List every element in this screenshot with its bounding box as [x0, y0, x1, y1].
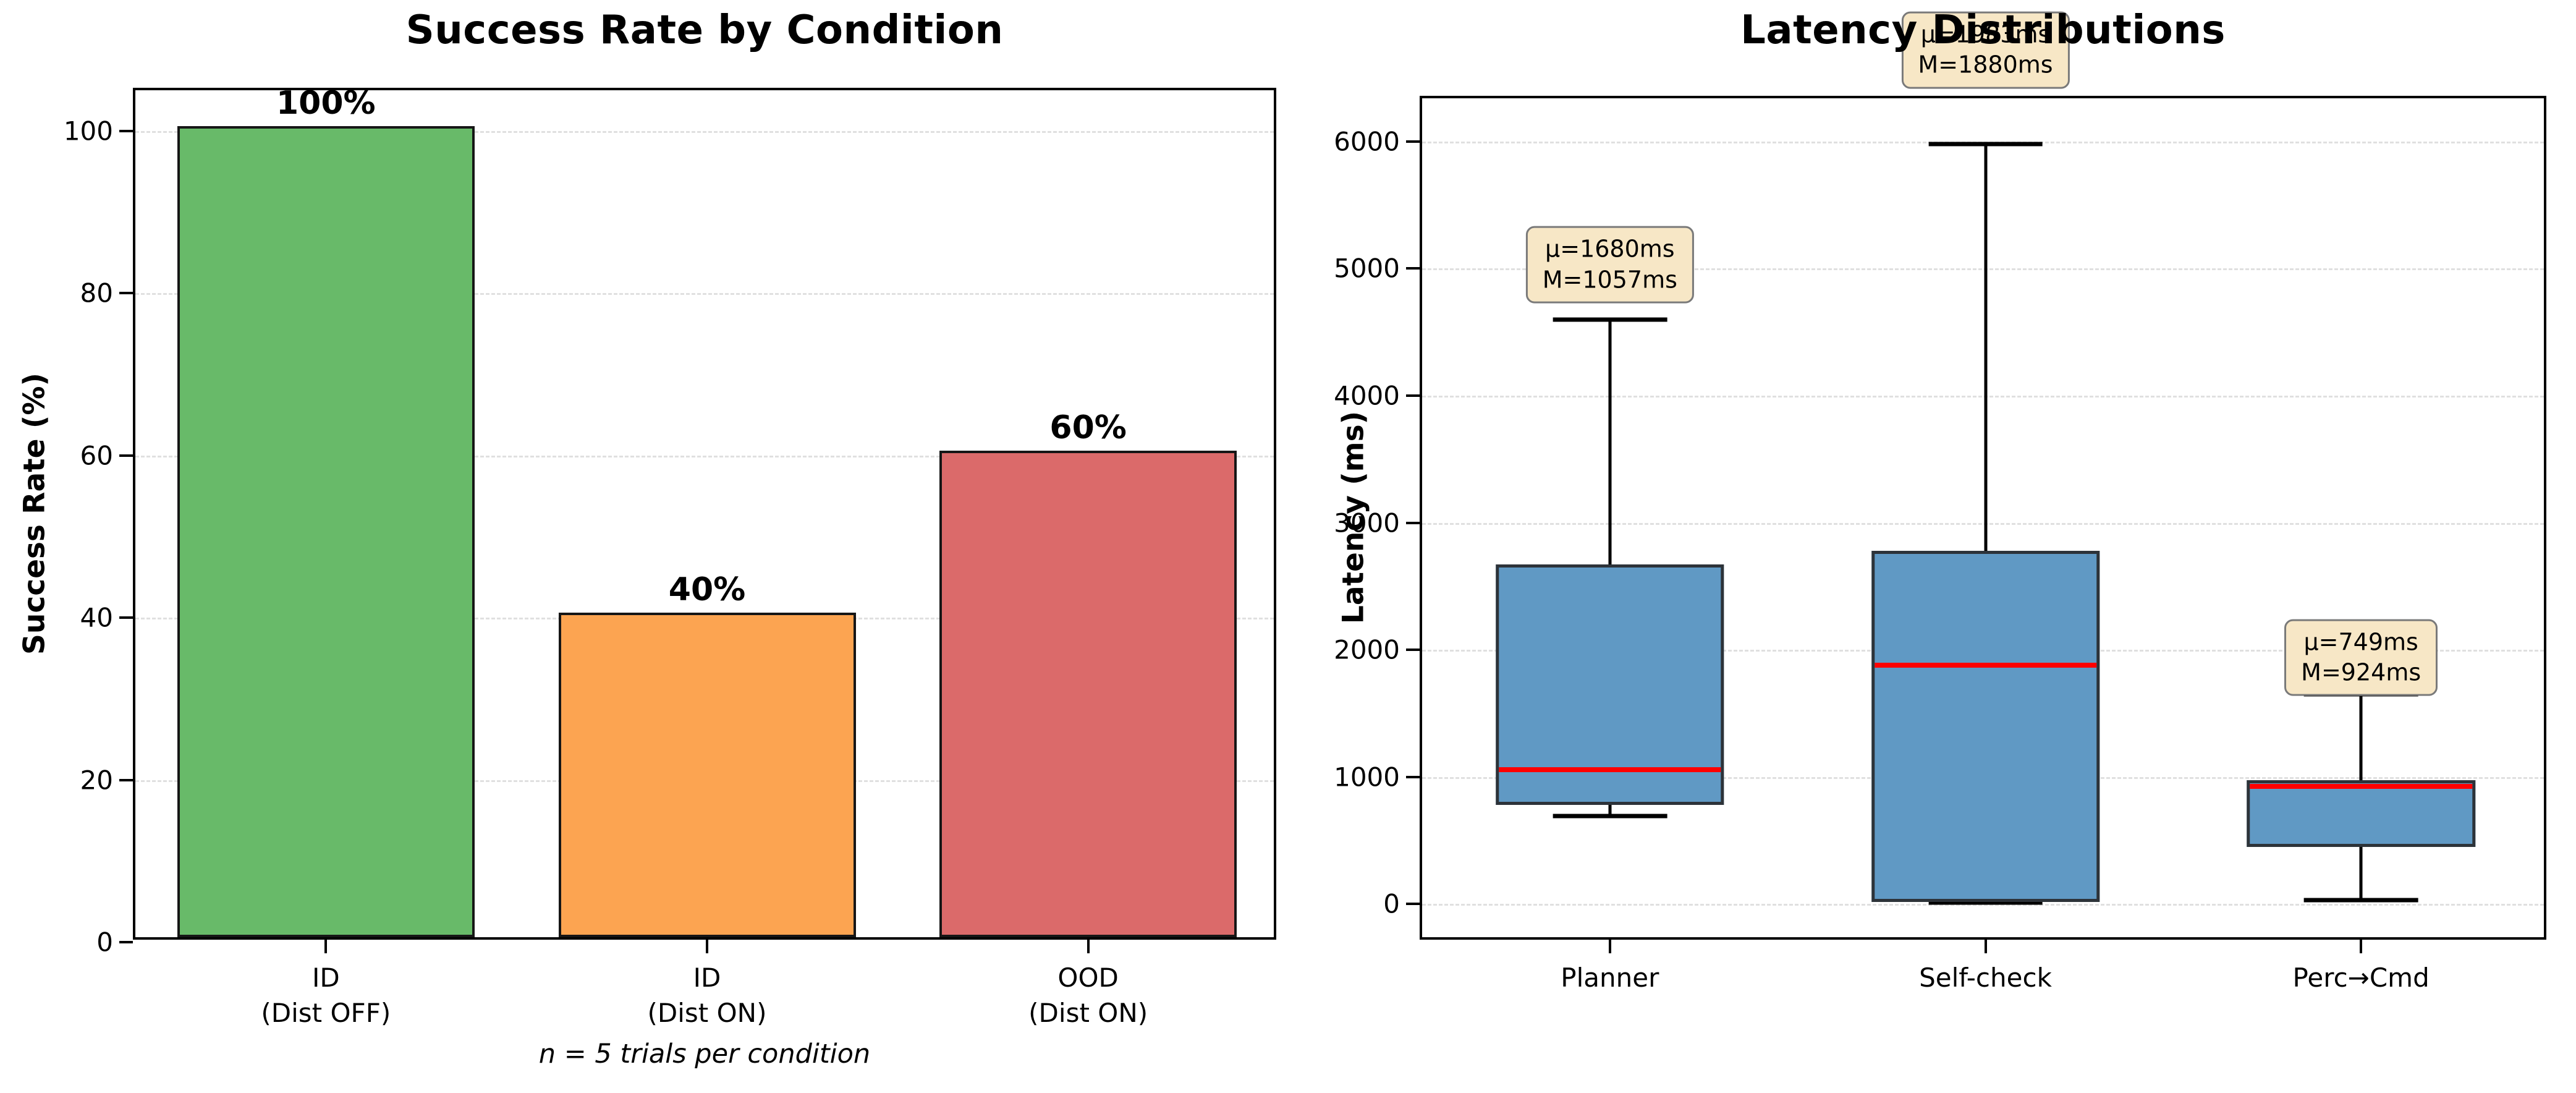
median-line — [1874, 662, 2097, 668]
box — [2247, 780, 2475, 847]
x-tick-mark — [1984, 940, 1987, 953]
y-tick-mark — [119, 129, 133, 132]
y-tick-mark — [1406, 140, 1420, 143]
gridline — [1422, 904, 2544, 906]
x-tick-mark — [706, 940, 708, 953]
x-tick-label: ID (Dist OFF) — [261, 963, 391, 1028]
x-tick-mark — [324, 940, 328, 953]
y-tick-mark — [119, 941, 133, 943]
bar-chart-title: Success Rate by Condition — [405, 7, 1004, 53]
y-tick-label: 40 — [80, 602, 113, 633]
gridline — [1422, 396, 2544, 398]
box-plot-ylabel: Latency (ms) — [1336, 410, 1371, 624]
y-tick-label: 3000 — [1334, 508, 1400, 538]
gridline — [135, 130, 1274, 133]
box-plot-axes: 0 1000 2000 3000 4000 5000 6000 μ=1680ms M=1057… — [1334, 11, 2546, 993]
bar-value-label: 60% — [1049, 409, 1127, 446]
lower-whisker-cap — [1928, 900, 2043, 905]
y-tick-mark — [119, 778, 133, 781]
upper-whisker-cap — [1928, 142, 2043, 147]
y-tick-mark — [1406, 521, 1420, 524]
y-tick-mark — [1406, 903, 1420, 906]
y-tick-label: 0 — [96, 927, 113, 958]
x-tick-label: Self-check — [1919, 963, 2052, 993]
y-tick-mark — [119, 616, 133, 619]
bar-chart-footnote: n = 5 trials per condition — [538, 1039, 871, 1070]
upper-whisker — [1608, 319, 1612, 565]
y-tick-label: 20 — [80, 765, 113, 796]
gridline — [1422, 268, 2544, 271]
lower-whisker-cap — [1553, 814, 1667, 819]
box — [1496, 564, 1724, 805]
gridline — [135, 455, 1274, 457]
x-tick-label: Perc→Cmd — [2292, 963, 2430, 993]
y-tick-label: 60 — [80, 440, 113, 471]
bar — [177, 125, 475, 937]
y-tick-mark — [119, 292, 133, 295]
y-tick-mark — [119, 454, 133, 457]
y-tick-mark — [1406, 267, 1420, 270]
y-tick-mark — [1406, 649, 1420, 652]
bar-chart-ylabel: Success Rate (%) — [17, 373, 52, 655]
bar-value-label: 100% — [276, 84, 376, 122]
y-tick-label: 0 — [1383, 888, 1400, 919]
gridline — [135, 293, 1274, 296]
bar — [558, 613, 856, 937]
stats-annotation: μ=1983ms M=1880ms — [1901, 11, 2070, 89]
x-tick-label: Planner — [1561, 963, 1659, 993]
lower-whisker — [2359, 846, 2363, 901]
median-line — [1499, 767, 1721, 773]
bar-chart-axes: 0 20 40 60 80 100 100% ID (Dist OFF) 40% ID (Dist… — [64, 84, 1276, 1028]
y-tick-label: 4000 — [1334, 380, 1400, 411]
x-tick-mark — [1087, 940, 1090, 953]
upper-whisker — [1984, 144, 1987, 551]
y-tick-label: 2000 — [1334, 634, 1400, 665]
stats-annotation: μ=749ms M=924ms — [2284, 619, 2438, 696]
x-tick-mark — [1608, 940, 1611, 953]
box — [1871, 550, 2100, 903]
y-tick-label: 1000 — [1334, 762, 1400, 793]
y-tick-label: 100 — [63, 116, 113, 147]
y-tick-mark — [1406, 775, 1420, 778]
lower-whisker — [1608, 804, 1612, 817]
stats-annotation: μ=1680ms M=1057ms — [1525, 226, 1694, 304]
box-plot-title: Latency Distributions — [1740, 7, 2226, 53]
x-tick-label: ID (Dist ON) — [647, 963, 767, 1028]
gridline — [1422, 522, 2544, 525]
upper-whisker-cap — [1553, 317, 1667, 322]
bar — [939, 450, 1237, 937]
y-tick-label: 80 — [80, 278, 113, 308]
y-tick-label: 6000 — [1334, 126, 1400, 157]
bar-value-label: 40% — [668, 571, 746, 609]
median-line — [2250, 784, 2472, 789]
x-tick-label: OOD (Dist ON) — [1028, 963, 1148, 1028]
y-tick-label: 5000 — [1334, 253, 1400, 284]
y-tick-mark — [1406, 394, 1420, 398]
upper-whisker — [2359, 694, 2363, 780]
x-tick-mark — [2360, 940, 2363, 953]
lower-whisker-cap — [2303, 898, 2418, 903]
